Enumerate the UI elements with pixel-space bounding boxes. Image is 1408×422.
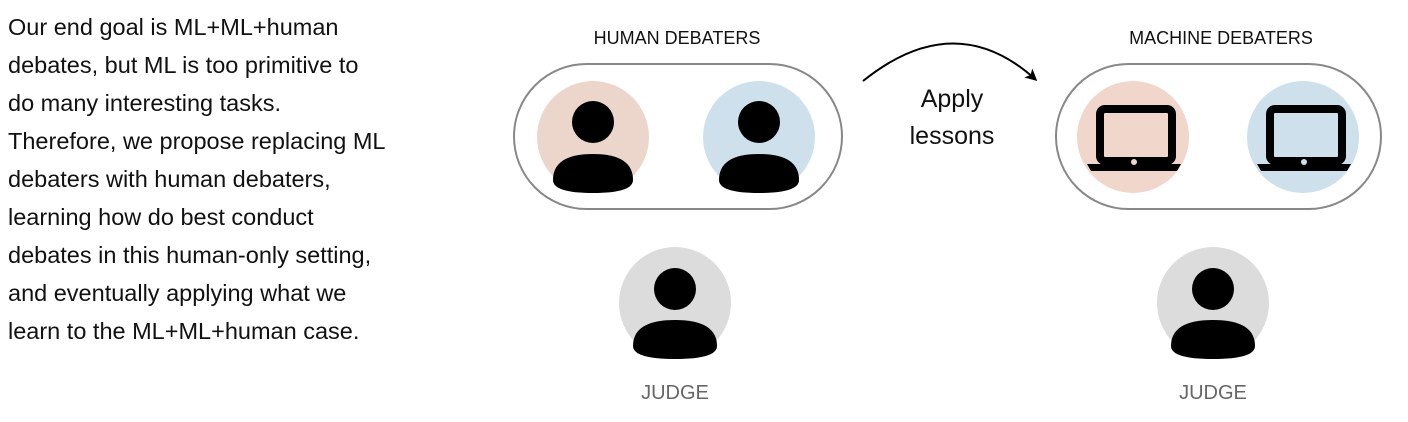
machine-debater-left [1077, 81, 1189, 193]
laptop-icon [1087, 105, 1181, 171]
human-debaters-group: HUMAN DEBATERS [513, 28, 843, 210]
description-line: debates, but ML is too primitive to [8, 52, 359, 78]
laptop-icon [1257, 105, 1351, 171]
description-line: Therefore, we propose replacing ML [8, 128, 386, 154]
person-icon [1171, 268, 1255, 359]
description-line: do many interesting tasks. [8, 90, 281, 116]
machine-debaters-title: MACHINE DEBATERS [1129, 28, 1313, 48]
curved-arrow-icon [862, 42, 1038, 82]
machine-debaters-group: MACHINE DEBATERS [1055, 28, 1382, 210]
machine-judge: JUDGE [1157, 247, 1269, 404]
human-debater-right [703, 81, 815, 193]
description-line: debates in this human-only setting, [8, 242, 372, 268]
description-line: Our end goal is ML+ML+human [8, 14, 339, 40]
human-debater-left [537, 81, 649, 193]
judge-label: JUDGE [1179, 382, 1247, 404]
person-icon [553, 101, 633, 193]
apply-lessons-arrow: Apply lessons [862, 42, 1038, 150]
description-line: learn to the ML+ML+human case. [8, 318, 360, 344]
description-line: learning how do best conduct [8, 204, 314, 230]
arrow-label-line2: lessons [910, 122, 995, 150]
person-icon [633, 268, 717, 359]
description-line: and eventually applying what we [8, 280, 347, 306]
judge-label: JUDGE [641, 382, 709, 404]
machine-debaters-pill [1055, 63, 1382, 210]
machine-debater-right [1247, 81, 1359, 193]
human-debaters-pill [513, 63, 843, 210]
human-debaters-title: HUMAN DEBATERS [594, 28, 761, 48]
arrow-label-line1: Apply [921, 85, 984, 113]
description-line: debaters with human debaters, [8, 166, 331, 192]
person-icon [719, 101, 799, 193]
description-paragraph: Our end goal is ML+ML+human debates, but… [8, 8, 448, 350]
human-judge: JUDGE [619, 247, 731, 404]
